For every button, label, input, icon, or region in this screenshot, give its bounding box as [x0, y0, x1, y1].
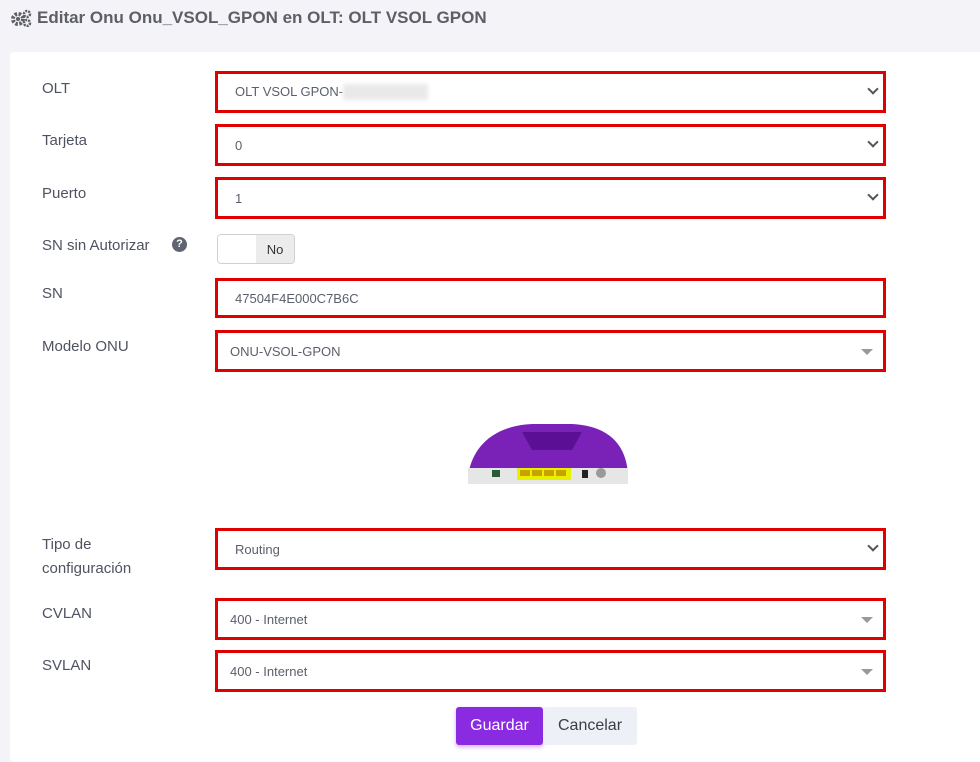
- sn-unauth-toggle[interactable]: No: [217, 234, 295, 264]
- caret-down-icon: [861, 349, 873, 355]
- modelo-value: ONU-VSOL-GPON: [230, 343, 341, 359]
- sn-label: SN: [42, 285, 63, 302]
- olt-label: OLT: [42, 80, 71, 97]
- sn-unauth-label: SN sin Autorizar: [42, 237, 150, 254]
- caret-down-icon: [861, 617, 873, 623]
- cvlan-value: 400 - Internet: [230, 611, 308, 627]
- cvlan-select[interactable]: 400 - Internet: [215, 598, 886, 640]
- puerto-value: 1: [235, 190, 243, 206]
- form-card: [10, 52, 980, 762]
- help-icon[interactable]: ?: [172, 237, 187, 252]
- tarjeta-value: 0: [235, 137, 243, 153]
- page-title: Editar Onu Onu_VSOL_GPON en OLT: OLT VSO…: [10, 8, 487, 28]
- modelo-label: Modelo ONU: [42, 338, 129, 355]
- redacted-text: [343, 84, 429, 101]
- tipo-select[interactable]: Routing: [215, 528, 886, 570]
- toggle-state: No: [256, 235, 294, 263]
- puerto-select[interactable]: 1: [215, 177, 886, 219]
- svlan-label: SVLAN: [42, 657, 92, 674]
- tarjeta-label: Tarjeta: [42, 132, 88, 149]
- svlan-value: 400 - Internet: [230, 663, 308, 679]
- save-button[interactable]: Guardar: [456, 707, 543, 745]
- modelo-select[interactable]: ONU-VSOL-GPON: [215, 330, 886, 372]
- cancel-button[interactable]: Cancelar: [543, 707, 637, 745]
- puerto-label: Puerto: [42, 185, 87, 202]
- onu-device-image: [468, 424, 628, 484]
- olt-select[interactable]: OLT VSOL GPON-: [215, 71, 886, 113]
- cvlan-label: CVLAN: [42, 605, 93, 622]
- tipo-label-line2: configuración: [42, 560, 132, 577]
- sn-value: 47504F4E000C7B6C: [235, 290, 359, 306]
- tipo-label-line1: Tipo de: [42, 536, 92, 553]
- svlan-select[interactable]: 400 - Internet: [215, 650, 886, 692]
- tipo-value: Routing: [235, 541, 280, 557]
- gears-icon: [11, 9, 32, 27]
- sn-input[interactable]: 47504F4E000C7B6C: [215, 278, 886, 318]
- toggle-handle: [218, 235, 256, 263]
- title-text: Editar Onu Onu_VSOL_GPON en OLT: OLT VSO…: [37, 8, 487, 27]
- tipo-label: Tipo de configuración: [42, 533, 131, 581]
- tarjeta-select[interactable]: 0: [215, 124, 886, 166]
- olt-value: OLT VSOL GPON-: [235, 83, 344, 99]
- caret-down-icon: [861, 669, 873, 675]
